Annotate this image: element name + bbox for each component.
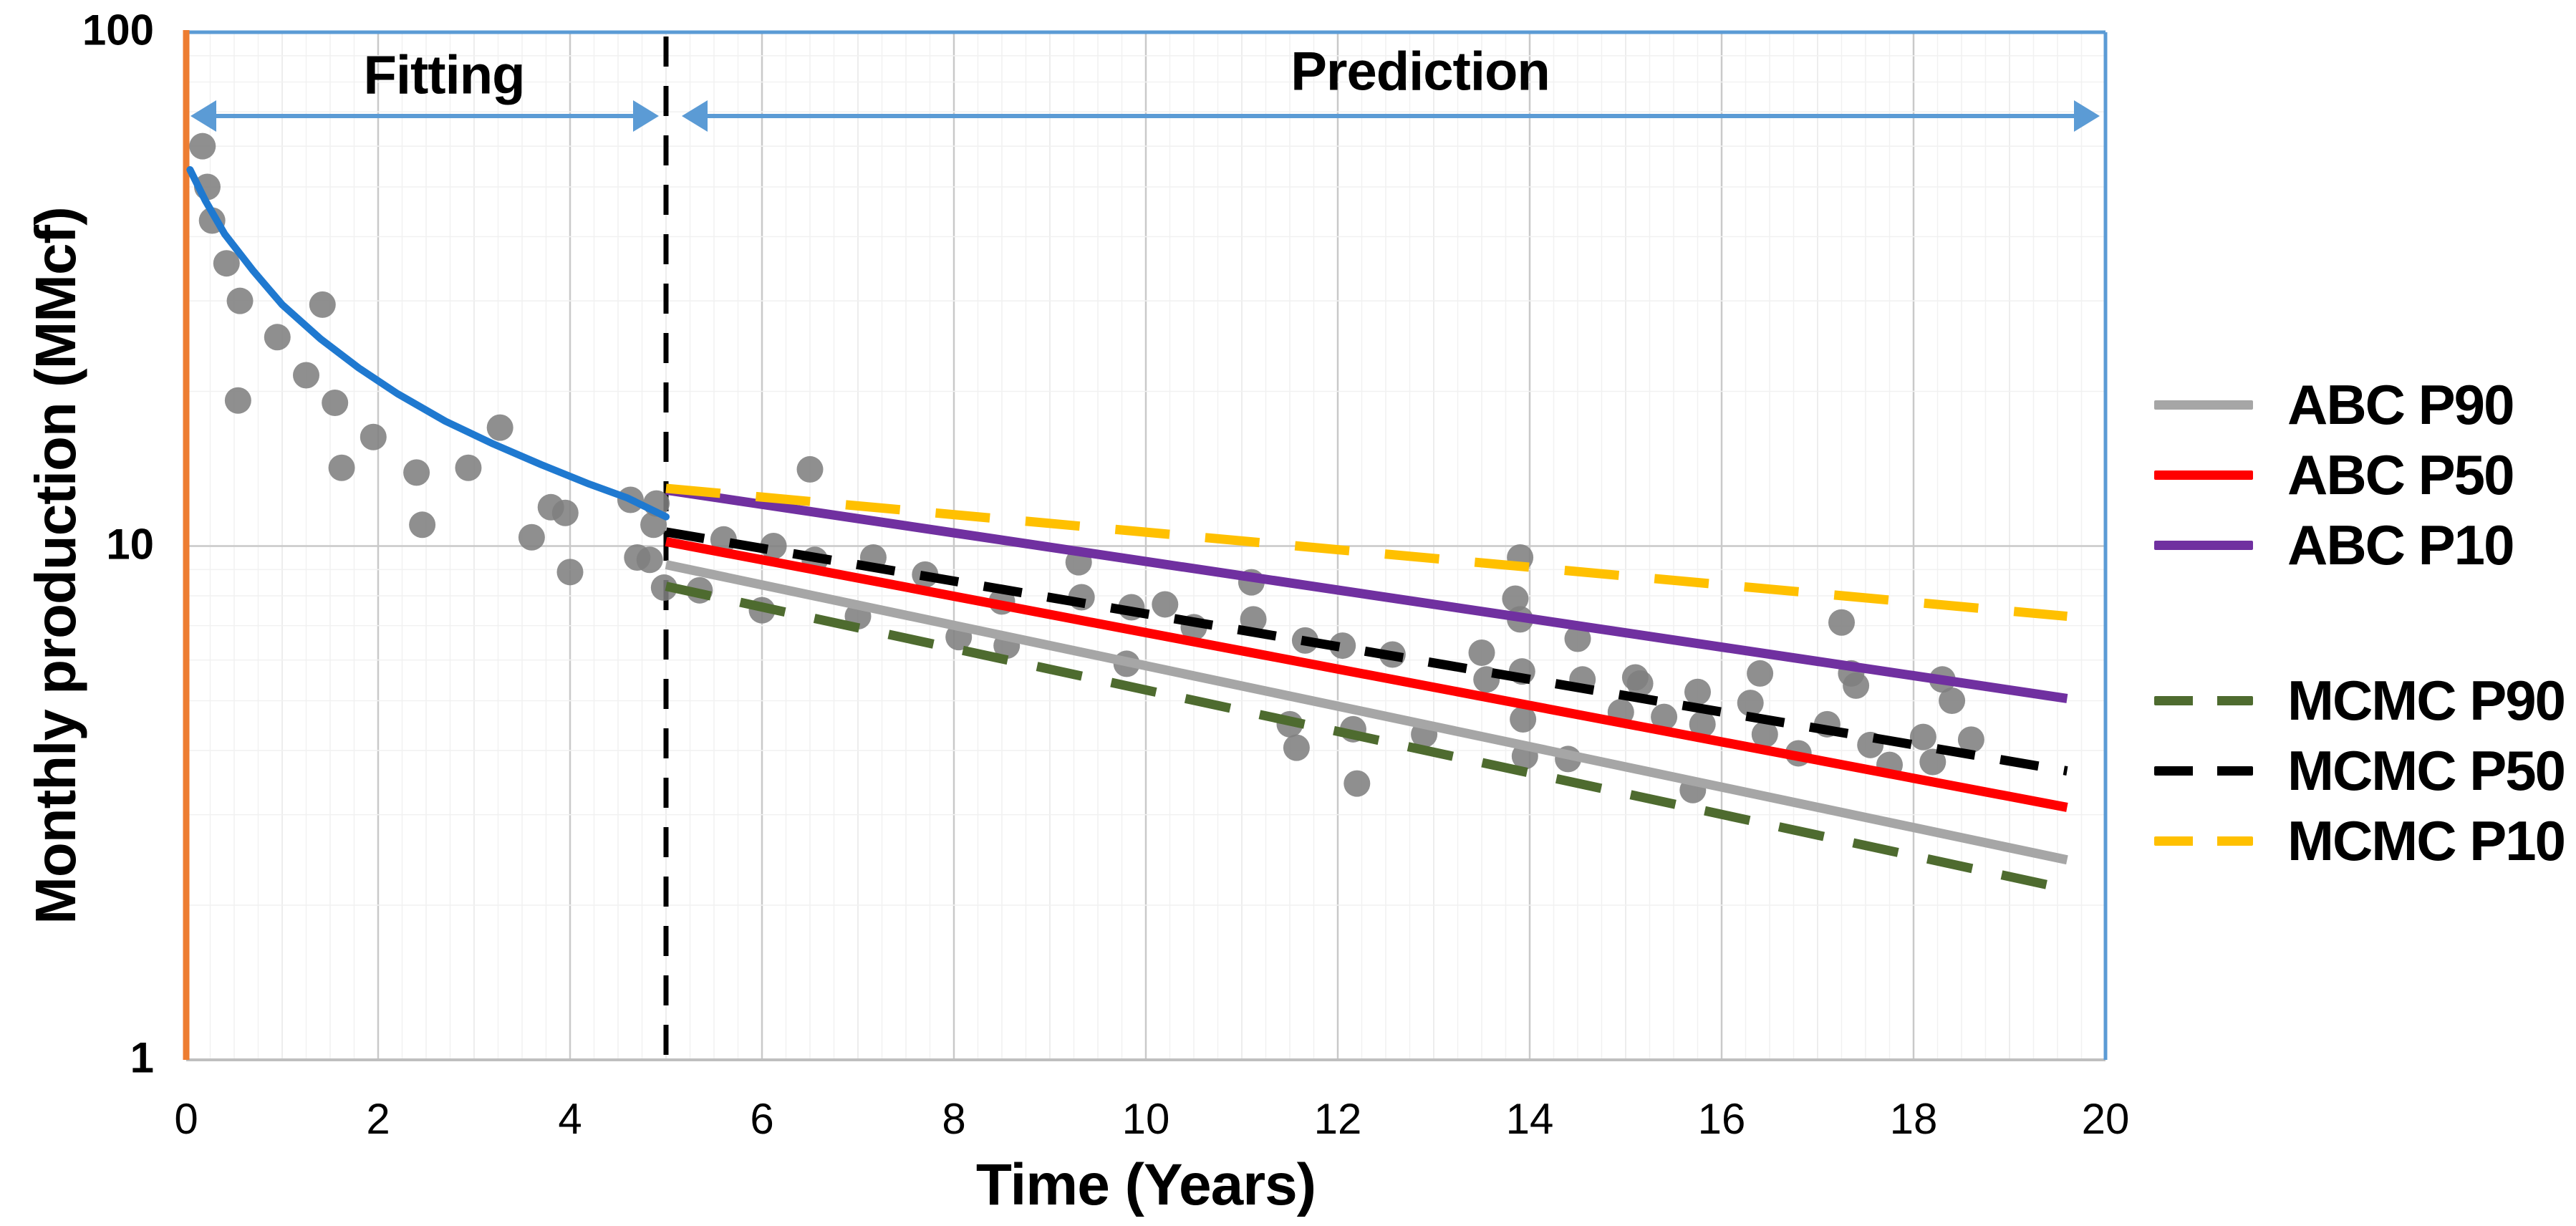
- scatter-point: [1329, 632, 1356, 660]
- scatter-point: [1344, 770, 1371, 797]
- scatter-point: [213, 250, 240, 277]
- chart-legend: ABC P90 ABC P50 ABC P10 MCMC P90 MCMC P5…: [2154, 370, 2573, 876]
- fitting-region-label: Fitting: [363, 44, 525, 106]
- legend-label: ABC P90: [2287, 372, 2514, 436]
- scatter-point: [1240, 606, 1267, 633]
- series-line-mcmc-p50: [665, 527, 2068, 776]
- series-line-mcmc-p90: [665, 581, 2068, 894]
- series-line-abc-p90: [665, 560, 2068, 865]
- mcmc-p90-line-swatch: [2154, 695, 2253, 705]
- y-tick-label: 1: [130, 1033, 154, 1082]
- scatter-point: [1957, 726, 1984, 753]
- fit-curve: [186, 166, 670, 521]
- scatter-point: [309, 291, 336, 318]
- scatter-point: [1510, 705, 1537, 733]
- x-tick-label: 12: [1313, 1095, 1362, 1143]
- scatter-point: [293, 362, 319, 389]
- x-tick-label: 18: [1889, 1095, 1938, 1143]
- legend-group-mcmc: MCMC P90 MCMC P50 MCMC P10: [2154, 665, 2573, 876]
- legend-item-mcmc-p90: MCMC P90: [2154, 665, 2573, 735]
- scatter-point: [328, 454, 355, 481]
- scatter-point: [518, 523, 545, 551]
- scatter-point: [1939, 687, 1966, 714]
- scatter-point: [636, 546, 663, 574]
- series-line-mcmc-p10: [665, 483, 2068, 622]
- abc-p10-line-swatch: [2154, 540, 2253, 550]
- scatter-point: [322, 389, 349, 416]
- x-axis-title: Time (Years): [975, 1152, 1316, 1217]
- series-line-abc-p10: [665, 485, 2068, 703]
- prediction-span-arrow-right-arrowhead: [2074, 100, 2100, 132]
- scatter-point: [1152, 591, 1179, 618]
- scatter-point: [650, 574, 677, 602]
- x-tick-label: 14: [1505, 1095, 1554, 1143]
- legend-label: ABC P10: [2287, 513, 2514, 576]
- scatter-point: [1502, 585, 1529, 612]
- series-line-abc-p50: [665, 536, 2068, 812]
- y-axis-title: Monthly production (MMcf): [24, 207, 87, 925]
- legend-item-mcmc-p50: MCMC P50: [2154, 735, 2573, 806]
- prediction-span-arrow-left-arrowhead: [682, 100, 708, 132]
- legend-group-abc: ABC P90 ABC P50 ABC P10: [2154, 370, 2573, 580]
- scatter-point: [1564, 625, 1591, 652]
- legend-item-mcmc-p10: MCMC P10: [2154, 806, 2573, 876]
- legend-label: MCMC P10: [2287, 809, 2566, 872]
- x-tick-label: 2: [366, 1095, 390, 1143]
- scatter-point: [1828, 609, 1855, 636]
- scatter-point: [640, 511, 667, 539]
- scatter-point: [556, 559, 584, 586]
- mcmc-p10-line-swatch: [2154, 836, 2253, 846]
- x-tick-label: 20: [2081, 1095, 2130, 1143]
- scatter-point: [189, 132, 216, 160]
- legend-item-abc-p50: ABC P50: [2154, 440, 2573, 510]
- scatter-point: [455, 454, 482, 481]
- scatter-point: [1689, 710, 1716, 738]
- legend-item-abc-p10: ABC P10: [2154, 510, 2573, 580]
- scatter-point: [1468, 639, 1495, 666]
- legend-item-abc-p90: ABC P90: [2154, 370, 2573, 440]
- y-tick-label: 100: [82, 6, 154, 54]
- legend-label: ABC P50: [2287, 443, 2514, 506]
- legend-label: MCMC P50: [2287, 738, 2566, 802]
- scatter-point: [409, 511, 436, 539]
- scatter-point: [226, 287, 254, 314]
- scatter-point: [486, 414, 513, 441]
- x-tick-label: 10: [1121, 1095, 1170, 1143]
- scatter-point: [1684, 678, 1711, 705]
- scatter-point: [224, 387, 251, 414]
- scatter-point: [1283, 734, 1310, 761]
- scatter-point: [403, 459, 430, 486]
- fitting-span-arrow-left-arrowhead: [190, 100, 216, 132]
- scatter-point: [551, 499, 579, 526]
- x-tick-label: 8: [942, 1095, 966, 1143]
- scatter-point: [1626, 670, 1654, 698]
- scatter-point: [1747, 660, 1774, 687]
- scatter-point: [360, 423, 387, 450]
- scatter-point: [1919, 748, 1947, 776]
- x-tick-label: 0: [174, 1095, 198, 1143]
- scatter-point: [1751, 720, 1778, 748]
- scatter-point: [264, 324, 291, 351]
- x-tick-label: 6: [750, 1095, 774, 1143]
- mcmc-p50-line-swatch: [2154, 766, 2253, 776]
- abc-p50-line-swatch: [2154, 470, 2253, 480]
- legend-label: MCMC P90: [2287, 668, 2566, 732]
- fitting-span-arrow-right-arrowhead: [633, 100, 659, 132]
- scatter-point: [1843, 672, 1870, 699]
- scatter-point: [1737, 690, 1764, 717]
- scatter-point: [1909, 723, 1936, 750]
- prediction-region-label: Prediction: [1291, 41, 1550, 102]
- x-tick-label: 4: [558, 1095, 582, 1143]
- scatter-point: [796, 455, 824, 483]
- y-tick-label: 10: [106, 520, 154, 569]
- abc-p90-line-swatch: [2154, 400, 2253, 410]
- scatter-point: [1651, 703, 1678, 730]
- x-tick-label: 16: [1697, 1095, 1746, 1143]
